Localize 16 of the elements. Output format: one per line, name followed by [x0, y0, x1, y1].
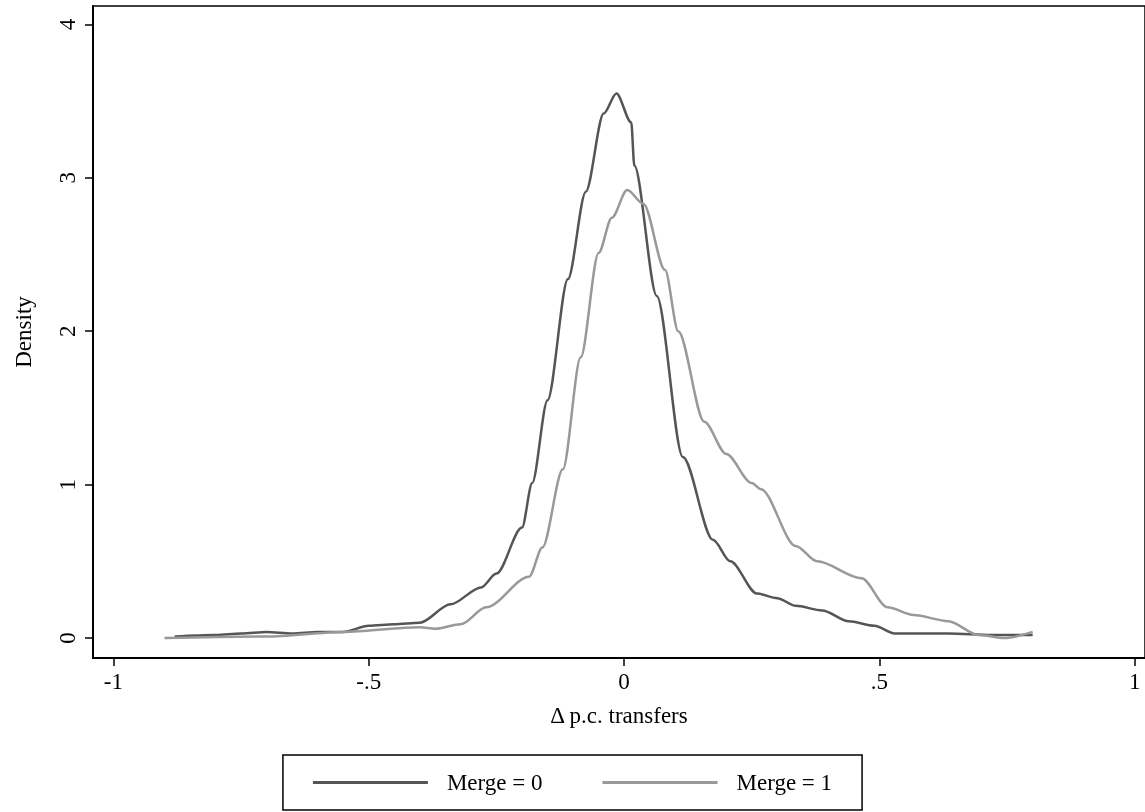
x-tick-label: -.5 [356, 669, 382, 694]
x-axis-title: Δ p.c. transfers [550, 703, 688, 728]
y-tick-label: 1 [55, 478, 80, 491]
legend-label: Merge = 1 [736, 770, 833, 795]
legend-label: Merge = 0 [446, 770, 543, 795]
y-tick-label: 3 [55, 172, 80, 184]
x-tick-label: -1 [103, 669, 124, 694]
line-series [173, 92, 1034, 638]
y-tick-label: 4 [55, 18, 80, 31]
x-tick-label: 0 [618, 669, 630, 694]
line-series [163, 188, 1034, 640]
y-tick-label: 0 [55, 632, 80, 644]
x-tick-label: .5 [870, 669, 889, 694]
y-axis-title: Density [11, 295, 36, 368]
x-tick-label: 1 [1129, 669, 1141, 694]
y-tick-label: 2 [55, 325, 80, 337]
